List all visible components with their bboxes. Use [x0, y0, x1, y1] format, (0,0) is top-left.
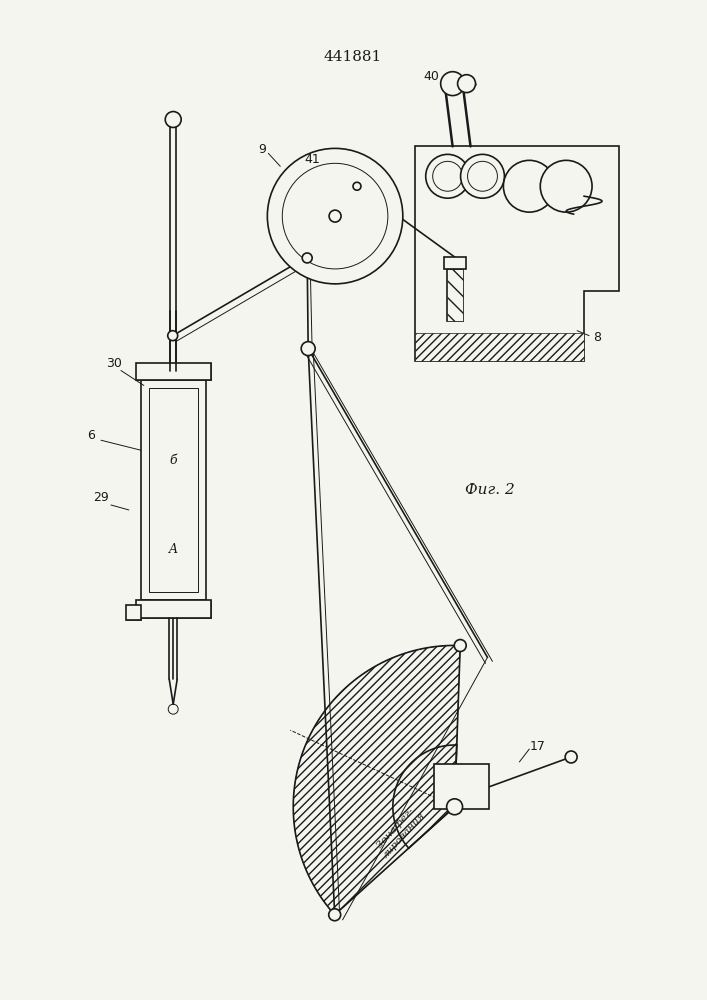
- Text: 41: 41: [304, 153, 320, 166]
- Circle shape: [165, 112, 181, 127]
- Circle shape: [302, 253, 312, 263]
- Circle shape: [168, 331, 177, 341]
- Text: б: б: [170, 454, 177, 467]
- Text: 441881: 441881: [324, 50, 382, 64]
- Circle shape: [329, 909, 341, 921]
- Circle shape: [460, 154, 504, 198]
- Polygon shape: [415, 146, 619, 361]
- Circle shape: [426, 154, 469, 198]
- Circle shape: [455, 640, 466, 652]
- Bar: [444, 257, 465, 269]
- Circle shape: [353, 182, 361, 190]
- Circle shape: [540, 160, 592, 212]
- Circle shape: [457, 75, 476, 93]
- Text: 6: 6: [87, 429, 95, 442]
- Polygon shape: [136, 363, 211, 380]
- Circle shape: [440, 72, 464, 96]
- Bar: [126, 605, 141, 620]
- Text: 17: 17: [530, 740, 545, 753]
- Circle shape: [447, 799, 462, 815]
- Bar: [141, 380, 206, 600]
- Text: 9: 9: [259, 143, 267, 156]
- Text: A: A: [169, 543, 177, 556]
- Polygon shape: [269, 206, 335, 281]
- Circle shape: [267, 148, 403, 284]
- Bar: [148, 388, 198, 592]
- Circle shape: [329, 210, 341, 222]
- Text: 40: 40: [423, 70, 440, 83]
- Bar: [434, 764, 489, 809]
- Text: Фиг. 2: Фиг. 2: [464, 483, 514, 497]
- Polygon shape: [447, 269, 462, 321]
- Text: 29: 29: [93, 491, 109, 504]
- Text: 8: 8: [593, 331, 601, 344]
- Polygon shape: [293, 645, 460, 915]
- Text: Зона рег-
лирования: Зона рег- лирования: [373, 803, 426, 860]
- Text: 30: 30: [106, 357, 122, 370]
- Bar: [136, 363, 211, 380]
- Polygon shape: [415, 333, 584, 361]
- Circle shape: [301, 342, 315, 356]
- Circle shape: [503, 160, 555, 212]
- Circle shape: [565, 751, 577, 763]
- Polygon shape: [126, 605, 141, 620]
- Polygon shape: [136, 600, 211, 618]
- Bar: [136, 600, 211, 618]
- Bar: [447, 269, 462, 321]
